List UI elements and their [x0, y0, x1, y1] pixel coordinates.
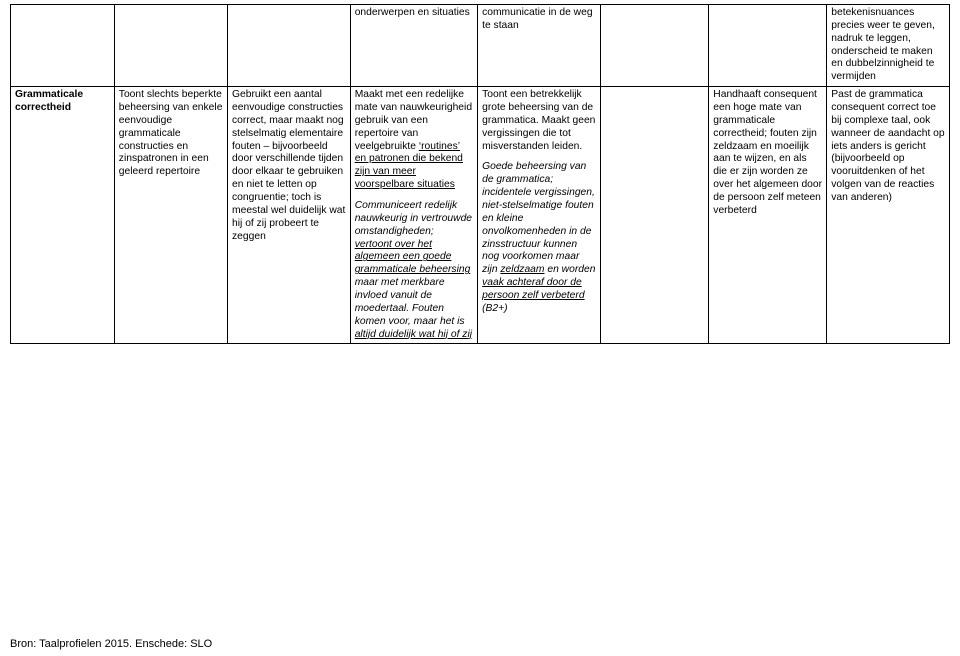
source-citation: Bron: Taalprofielen 2015. Enschede: SLO — [10, 638, 212, 650]
cell-a2: Gebruikt een aantal eenvoudige construct… — [228, 87, 351, 344]
cell-b2plus — [600, 87, 709, 344]
cell-c2: Past de grammatica consequent correct to… — [827, 87, 950, 344]
cell-c1: Handhaaft consequent een hoge mate van g… — [709, 87, 827, 344]
cell — [709, 5, 827, 87]
cell-b1: Maakt met een redelijke mate van nauwkeu… — [350, 87, 477, 344]
cell-a1: Toont slechts beperkte beheersing van en… — [114, 87, 227, 344]
rubric-table: onderwerpen en situaties communicatie in… — [10, 4, 950, 344]
table-row: onderwerpen en situaties communicatie in… — [11, 5, 950, 87]
cell-b2: Toont een betrekkelijk grote beheersing … — [478, 87, 601, 344]
cell: communicatie in de weg te staan — [478, 5, 601, 87]
row-header: Grammaticale correctheid — [11, 87, 115, 344]
page: onderwerpen en situaties communicatie in… — [0, 0, 960, 656]
cell — [11, 5, 115, 87]
cell — [114, 5, 227, 87]
cell: onderwerpen en situaties — [350, 5, 477, 87]
cell: betekenisnuances precies weer te geven, … — [827, 5, 950, 87]
cell — [600, 5, 709, 87]
table-row: Grammaticale correctheid Toont slechts b… — [11, 87, 950, 344]
cell — [228, 5, 351, 87]
